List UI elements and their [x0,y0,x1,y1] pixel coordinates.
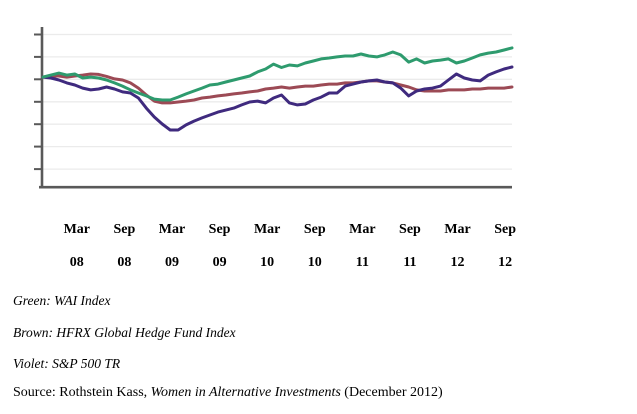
x-tick-year-label: 08 [117,255,132,270]
legend: Green: WAI Index Brown: HFRX Global Hedg… [13,293,613,388]
x-tick-year-label: 10 [307,255,322,270]
series-line-violet [41,65,514,132]
x-tick-month-label: Sep [113,222,136,237]
x-tick-year-label: 09 [164,255,179,270]
x-tick-sep-08: Sep 08 [101,221,149,272]
x-tick-mar-08: Mar 08 [53,221,101,272]
x-tick-month-label: Mar [253,222,281,237]
x-tick-year-label: 12 [498,255,513,270]
x-tick-month-label: Mar [63,222,91,237]
source-note: Source: Rothstein Kass, Women in Alterna… [13,384,628,402]
x-tick-year-label: 10 [260,255,275,270]
x-tick-year-label: 11 [403,255,417,270]
x-tick-mar-12: Mar 12 [434,221,482,272]
chart-svg [34,27,514,189]
x-axis-labels: Mar 08 Sep 08 Mar 09 Sep 09 Mar 10 Sep 10 Mar 11 Sep 11… [53,221,529,272]
source-title: Women in Alternative Investments [150,385,341,400]
x-tick-month-label: Sep [399,222,421,237]
x-tick-mar-11: Mar 11 [339,221,387,272]
x-tick-sep-11: Sep 11 [386,221,434,272]
performance-chart [0,0,530,200]
x-tick-year-label: 12 [450,255,465,270]
x-tick-mar-10: Mar 10 [243,221,291,272]
x-tick-month-label: Sep [303,222,326,237]
x-tick-year-label: 09 [212,255,227,270]
legend-item-green: Green: WAI Index [13,293,111,308]
x-tick-sep-12: Sep 12 [481,221,529,272]
x-tick-sep-09: Sep 09 [196,221,244,272]
x-tick-mar-09: Mar 09 [148,221,196,272]
x-tick-sep-10: Sep 10 [291,221,339,272]
x-tick-month-label: Mar [158,222,186,237]
legend-item-brown: Brown: HFRX Global Hedge Fund Index [13,324,236,340]
legend-item-violet: Violet: S&P 500 TR [13,356,121,371]
x-tick-month-label: Mar [444,222,471,237]
x-tick-month-label: Mar [349,222,376,237]
source-suffix: (December 2012) [340,385,443,400]
x-tick-year-label: 11 [355,255,369,270]
x-tick-year-label: 08 [69,255,84,270]
series-line-green [41,46,514,102]
x-tick-month-label: Sep [494,222,517,237]
x-tick-month-label: Sep [208,222,231,237]
source-prefix: Source: Rothstein Kass, [13,385,151,400]
series-line-brown [41,72,514,105]
